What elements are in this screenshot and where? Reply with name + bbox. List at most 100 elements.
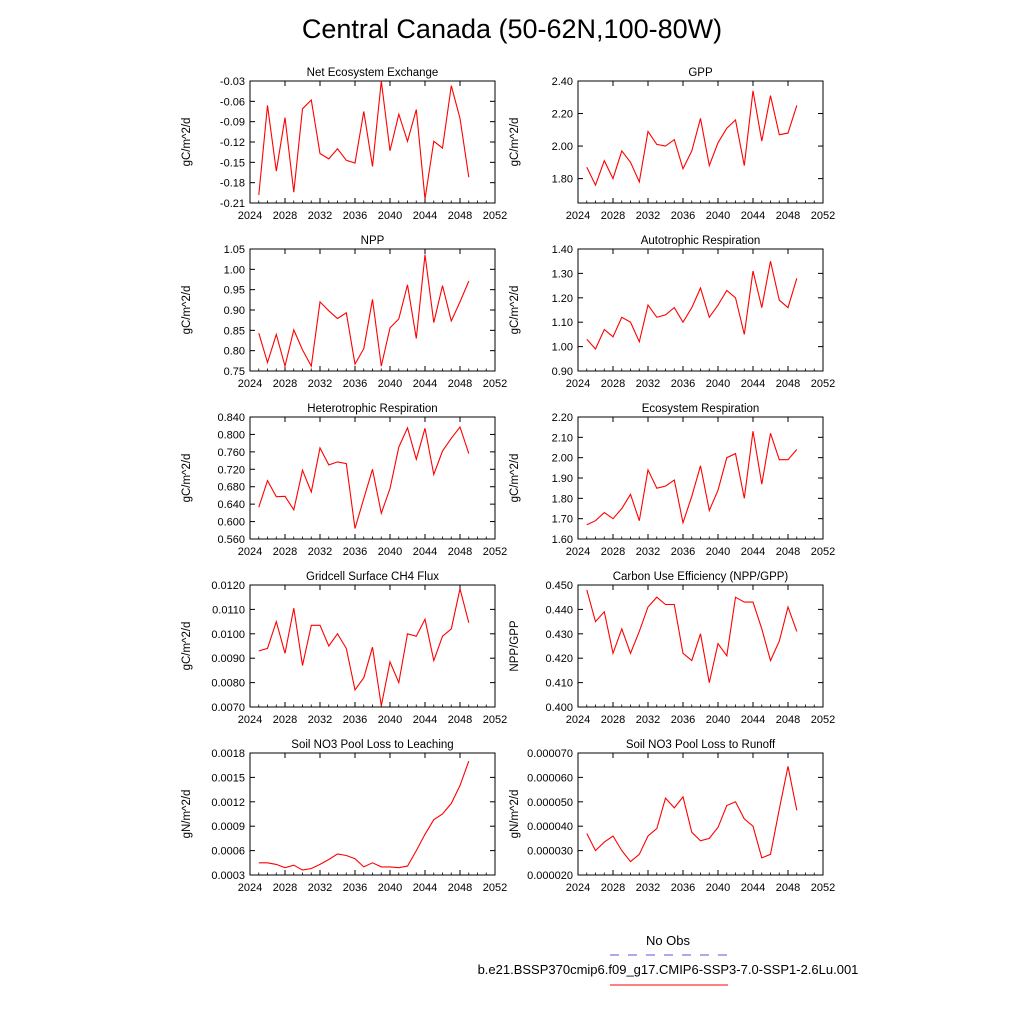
panel10-xtick-label-5: 2044 [741, 882, 765, 894]
panel7-xtick-label-1: 2028 [273, 714, 297, 726]
panel6-ytick-label-6: 2.20 [552, 412, 573, 424]
panel5-xtick-label-0: 2024 [238, 546, 262, 558]
panel9-frame [249, 752, 496, 876]
panel7-xtick-label-0: 2024 [238, 714, 262, 726]
panel7-xtick-label-5: 2044 [413, 714, 437, 726]
panel1-frame [249, 80, 496, 204]
panel1-xtick-label-3: 2036 [343, 210, 367, 222]
panel2-xtick-label-6: 2048 [776, 210, 800, 222]
panel8-frame [577, 584, 824, 708]
panel3-xtick-label-2: 2032 [308, 378, 332, 390]
panel5-xtick-label-4: 2040 [378, 546, 402, 558]
panel5-ytick-label-5: 0.760 [217, 447, 245, 459]
panel9-xtick-label-3: 2036 [343, 882, 367, 894]
panel8-ytick-label-4: 0.440 [545, 604, 573, 616]
panel6-xtick-label-5: 2044 [741, 546, 765, 558]
panel5-ytick-label-1: 0.600 [217, 517, 245, 529]
panel6-ytick-label-1: 1.70 [552, 514, 573, 526]
panel2-xtick-label-1: 2028 [601, 210, 625, 222]
panel8-xtick-label-3: 2036 [671, 714, 695, 726]
panel9-xtick-label-1: 2028 [273, 882, 297, 894]
panel8-xtick-label-7: 2052 [811, 714, 835, 726]
figure-title: Central Canada (50-62N,100-80W) [301, 14, 723, 44]
panel8-xtick-label-4: 2040 [706, 714, 730, 726]
panel9-ytick-label-2: 0.0009 [211, 821, 245, 833]
panel2-series-line [586, 90, 798, 187]
panel6-frame [577, 416, 824, 540]
panel2-frame [577, 80, 824, 204]
panel7-xtick-label-3: 2036 [343, 714, 367, 726]
panel10-ylabel: gN/m^2/d [509, 790, 521, 839]
panel4-ytick-label-4: 1.30 [552, 268, 573, 280]
panel7-ylabel: gC/m^2/d [181, 622, 193, 671]
panel10-xtick-label-0: 2024 [566, 882, 590, 894]
panel3-ytick-label-4: 0.95 [224, 285, 245, 297]
panel9-title: Soil NO3 Pool Loss to Leaching [291, 739, 453, 751]
panel4-xtick-label-4: 2040 [706, 378, 730, 390]
panel10-frame [577, 752, 824, 876]
panel5-title: Heterotrophic Respiration [307, 403, 437, 415]
panel4-ylabel: gC/m^2/d [509, 286, 521, 335]
panel1-series-line [258, 80, 470, 199]
panel2-xtick-label-5: 2044 [741, 210, 765, 222]
panel8-xtick-label-0: 2024 [566, 714, 590, 726]
panel4-xtick-label-3: 2036 [671, 378, 695, 390]
panel7-ytick-label-5: 0.0120 [211, 580, 245, 592]
panel4-ytick-label-2: 1.10 [552, 317, 573, 329]
panel6-xtick-label-0: 2024 [566, 546, 590, 558]
panel10-xtick-label-7: 2052 [811, 882, 835, 894]
panel5-xtick-label-2: 2032 [308, 546, 332, 558]
panel4-xtick-label-7: 2052 [811, 378, 835, 390]
panel1-xtick-label-1: 2028 [273, 210, 297, 222]
panel1-xtick-label-6: 2048 [448, 210, 472, 222]
legend-obs-label: No Obs [645, 933, 691, 948]
panel9-ytick-label-3: 0.0012 [211, 797, 245, 809]
panel5-ytick-label-7: 0.840 [217, 412, 245, 424]
panel4-ytick-label-0: 0.90 [552, 366, 573, 378]
panel2-xtick-label-2: 2032 [636, 210, 660, 222]
panel7-ytick-label-0: 0.0070 [211, 702, 245, 714]
panel1-ytick-label-0: -0.21 [220, 198, 245, 210]
panel10-ytick-label-5: 0.000070 [527, 748, 573, 760]
panel4-xtick-label-0: 2024 [566, 378, 590, 390]
panel3-ytick-label-3: 0.90 [224, 305, 245, 317]
panel10-ytick-label-2: 0.000040 [527, 821, 573, 833]
panel7-xtick-label-7: 2052 [483, 714, 507, 726]
panel10-title: Soil NO3 Pool Loss to Runoff [626, 739, 776, 751]
panel2-xtick-label-4: 2040 [706, 210, 730, 222]
legend-model-label: b.e21.BSSP370cmip6.f09_g17.CMIP6-SSP3-7.… [477, 962, 859, 977]
panel6-ylabel: gC/m^2/d [509, 454, 521, 503]
panel3-xtick-label-1: 2028 [273, 378, 297, 390]
panel7-ytick-label-3: 0.0100 [211, 629, 245, 641]
panel1-ytick-label-6: -0.03 [220, 76, 245, 88]
panel7-ytick-label-1: 0.0080 [211, 678, 245, 690]
panel9-ylabel: gN/m^2/d [181, 790, 193, 839]
panel8-title: Carbon Use Efficiency (NPP/GPP) [613, 571, 789, 583]
panel8-xtick-label-2: 2032 [636, 714, 660, 726]
panel4-frame [577, 248, 824, 372]
panel1-xtick-label-4: 2040 [378, 210, 402, 222]
panel10-ytick-label-4: 0.000060 [527, 772, 573, 784]
panel3-ytick-label-5: 1.00 [224, 264, 245, 276]
panel6-series-line [586, 431, 798, 526]
panel4-title: Autotrophic Respiration [641, 235, 761, 247]
panel1-ytick-label-5: -0.06 [220, 96, 245, 108]
panel10-series-line [586, 766, 798, 863]
panel6-xtick-label-7: 2052 [811, 546, 835, 558]
panel9-xtick-label-6: 2048 [448, 882, 472, 894]
panel4-xtick-label-1: 2028 [601, 378, 625, 390]
panel5-ylabel: gC/m^2/d [181, 454, 193, 503]
panel8-ylabel: NPP/GPP [509, 620, 521, 671]
panel3-xtick-label-4: 2040 [378, 378, 402, 390]
panel3-ytick-label-1: 0.80 [224, 346, 245, 358]
panel7-ytick-label-4: 0.0110 [212, 604, 245, 616]
panel9-series-line [258, 760, 470, 871]
panel7-xtick-label-6: 2048 [448, 714, 472, 726]
panel3-series-line [258, 254, 470, 369]
panel6-title: Ecosystem Respiration [642, 403, 760, 415]
panel8-xtick-label-5: 2044 [741, 714, 765, 726]
panel2-ytick-label-2: 2.20 [552, 109, 573, 121]
panel8-ytick-label-2: 0.420 [545, 653, 573, 665]
panel1-ytick-label-1: -0.18 [220, 178, 245, 190]
panel10-xtick-label-1: 2028 [601, 882, 625, 894]
